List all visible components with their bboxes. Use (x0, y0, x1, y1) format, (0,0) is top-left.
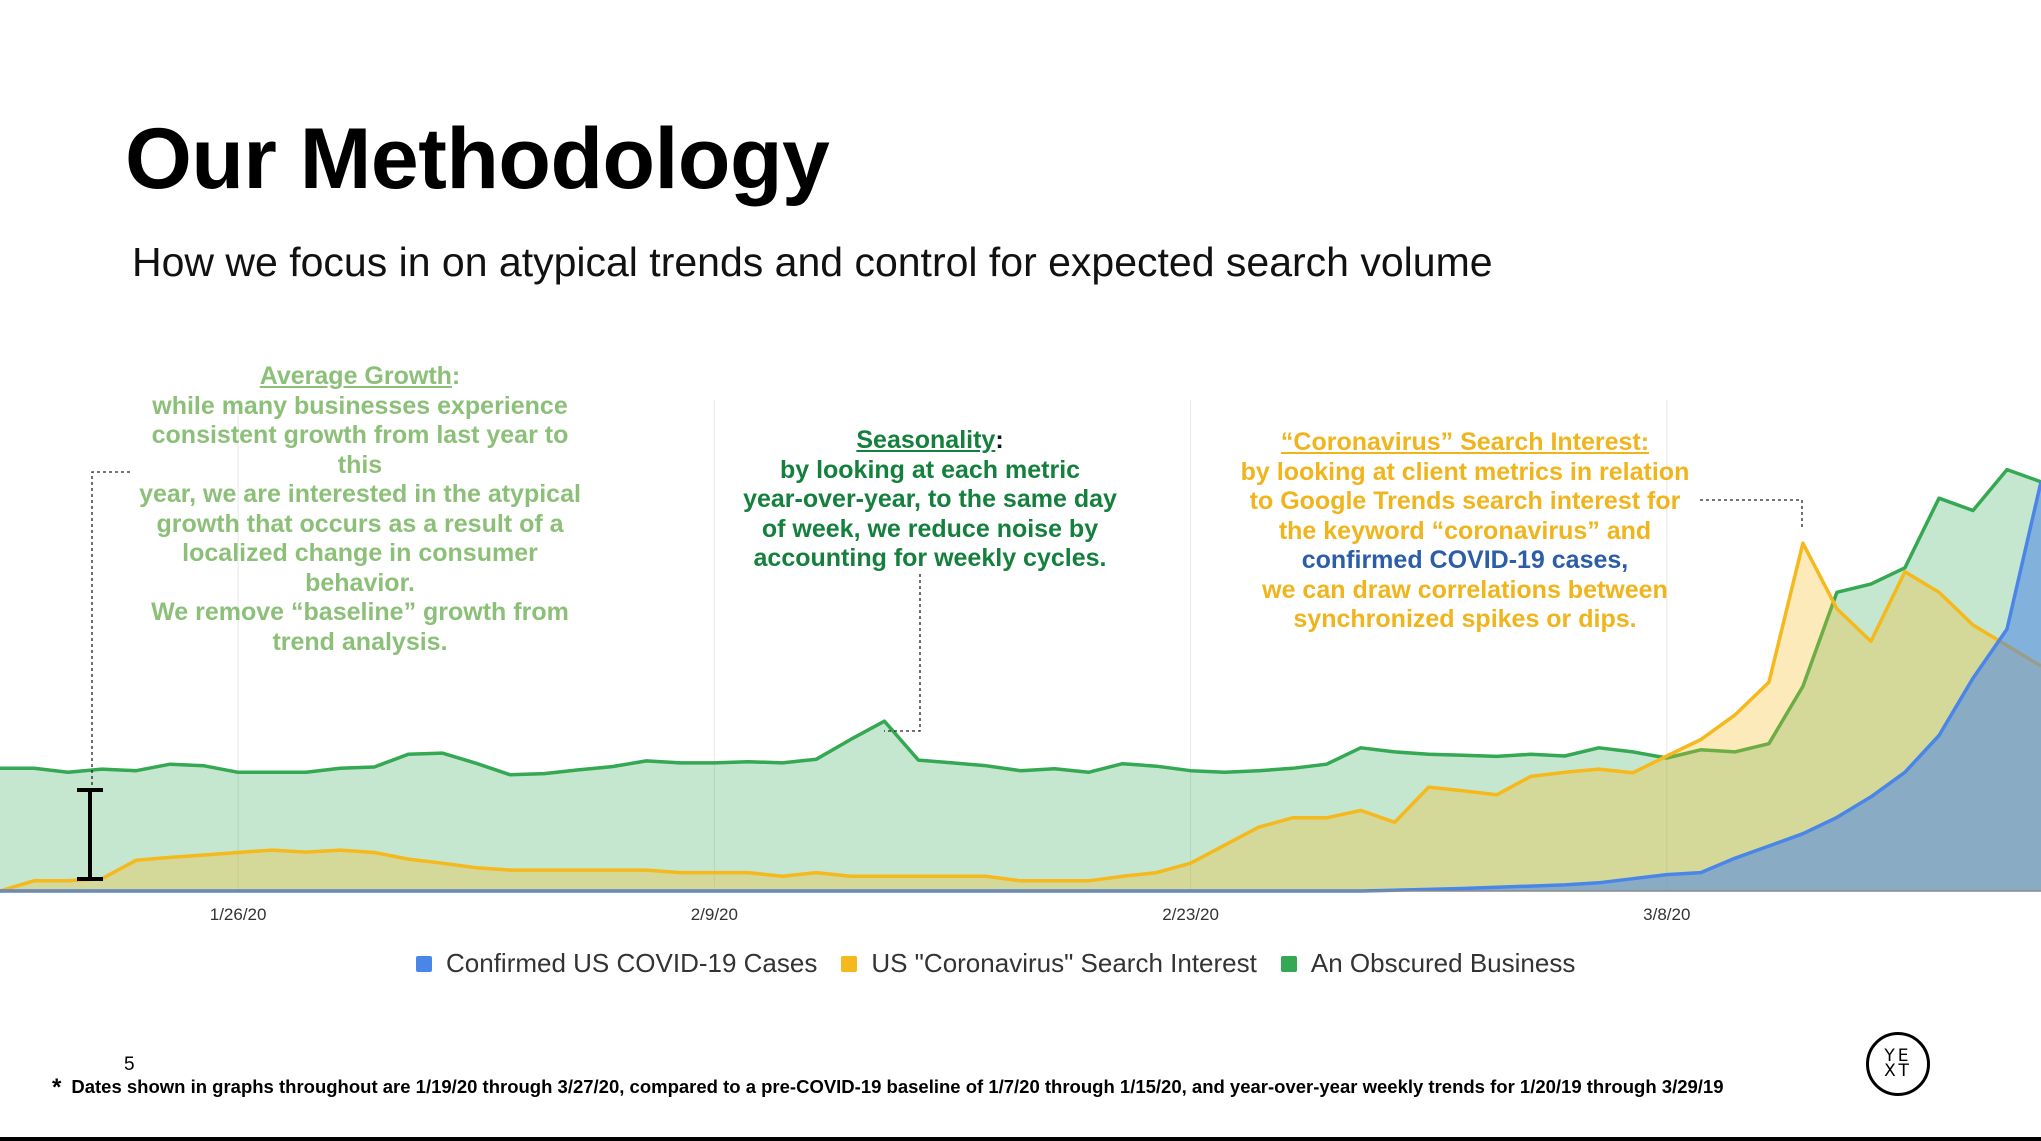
annotation-line: synchronized spikes or dips. (1293, 605, 1637, 633)
yext-logo: YE XT (1866, 1032, 1930, 1096)
x-axis-ticks: 1/26/20 2/9/20 2/23/20 3/8/20 (210, 905, 1691, 924)
chart: 1/26/20 2/9/20 2/23/20 3/8/20 (0, 400, 2041, 924)
page-title: Our Methodology (125, 111, 830, 207)
legend-swatch (416, 955, 432, 972)
annotation-colon: : (995, 426, 1004, 454)
legend-swatch (841, 955, 858, 972)
annotation-colon: : (451, 362, 461, 390)
chart-gridlines (237, 400, 1668, 891)
annotation-line: localized change in consumer behavior. (182, 539, 538, 597)
annotation-seasonality: Seasonality: by looking at each metric y… (735, 426, 1125, 574)
legend-item-covid-cases: Confirmed US COVID-19 Cases (416, 948, 817, 979)
annotation-line: growth that occurs as a result of a (156, 509, 564, 538)
annotation-connectors (91, 471, 1803, 790)
page-subtitle: How we focus in on atypical trends and c… (132, 239, 1493, 285)
legend-item-search-interest: US "Coronavirus" Search Interest (841, 948, 1257, 979)
baseline-growth-bracket (77, 788, 103, 881)
annotation-line: year-over-year, to the same day (743, 485, 1117, 513)
annotation-line: by looking at client metrics in relation (1240, 457, 1690, 486)
annotation-line: the keyword “coronavirus” and (1278, 516, 1652, 545)
series-line-2 (0, 467, 2041, 777)
annotation-line: to Google Trends search interest for (1249, 487, 1681, 515)
annotation-line: we can draw correlations between (1262, 575, 1668, 604)
x-tick-label: 1/26/20 (210, 905, 267, 924)
annotation-heading: “Coronavirus” Search Interest: (1280, 428, 1650, 456)
annotation-coronavirus-search: “Coronavirus” Search Interest: by lookin… (1225, 428, 1705, 635)
page-number: 5 (124, 1054, 135, 1075)
annotation-line: We remove “baseline” growth from (151, 598, 569, 626)
annotation-line-covid: confirmed COVID-19 cases, (1301, 546, 1629, 574)
annotation-heading: Seasonality (856, 426, 996, 454)
series-area-0 (0, 481, 2041, 891)
annotation-line: trend analysis. (272, 627, 448, 656)
annotation-line: consistent growth from last year to this (151, 421, 569, 479)
annotation-line: accounting for weekly cycles. (753, 544, 1107, 572)
growth-connector (91, 471, 130, 790)
annotation-heading: Average Growth (259, 362, 452, 390)
footnote-marker: * (52, 1074, 62, 1101)
x-tick-label: 3/8/20 (1643, 905, 1690, 924)
annotation-line: by looking at each metric (779, 455, 1081, 484)
x-tick-label: 2/9/20 (691, 905, 738, 924)
annotation-line: year, we are interested in the atypical (139, 480, 581, 508)
series-line-1 (0, 541, 2041, 893)
legend-label: Confirmed US COVID-19 Cases (446, 948, 818, 978)
coronavirus-connector (1700, 499, 1803, 528)
series-area-1 (0, 543, 2041, 891)
bottom-rule (0, 1137, 2041, 1141)
chart-legend: Confirmed US COVID-19 Cases US "Coronavi… (416, 948, 1599, 979)
annotation-line: while many businesses experience (152, 391, 568, 420)
footnote: * Dates shown in graphs throughout are 1/… (52, 1074, 1724, 1102)
legend-item-obscured-business: An Obscured Business (1280, 948, 1576, 979)
series-area-2 (0, 469, 2041, 891)
logo-text-bottom: XT (1884, 1061, 1912, 1081)
annotation-line: of week, we reduce noise by (761, 514, 1099, 543)
logo-text-top: YE (1884, 1046, 1912, 1066)
footnote-text: Dates shown in graphs throughout are 1/1… (71, 1076, 1724, 1097)
legend-label: An Obscured Business (1310, 948, 1576, 978)
x-tick-label: 2/23/20 (1162, 905, 1219, 924)
annotation-average-growth: Average Growth: while many businesses ex… (130, 362, 590, 657)
seasonality-connector (884, 574, 921, 732)
legend-swatch (1280, 955, 1297, 972)
legend-label: US "Coronavirus" Search Interest (871, 948, 1257, 978)
